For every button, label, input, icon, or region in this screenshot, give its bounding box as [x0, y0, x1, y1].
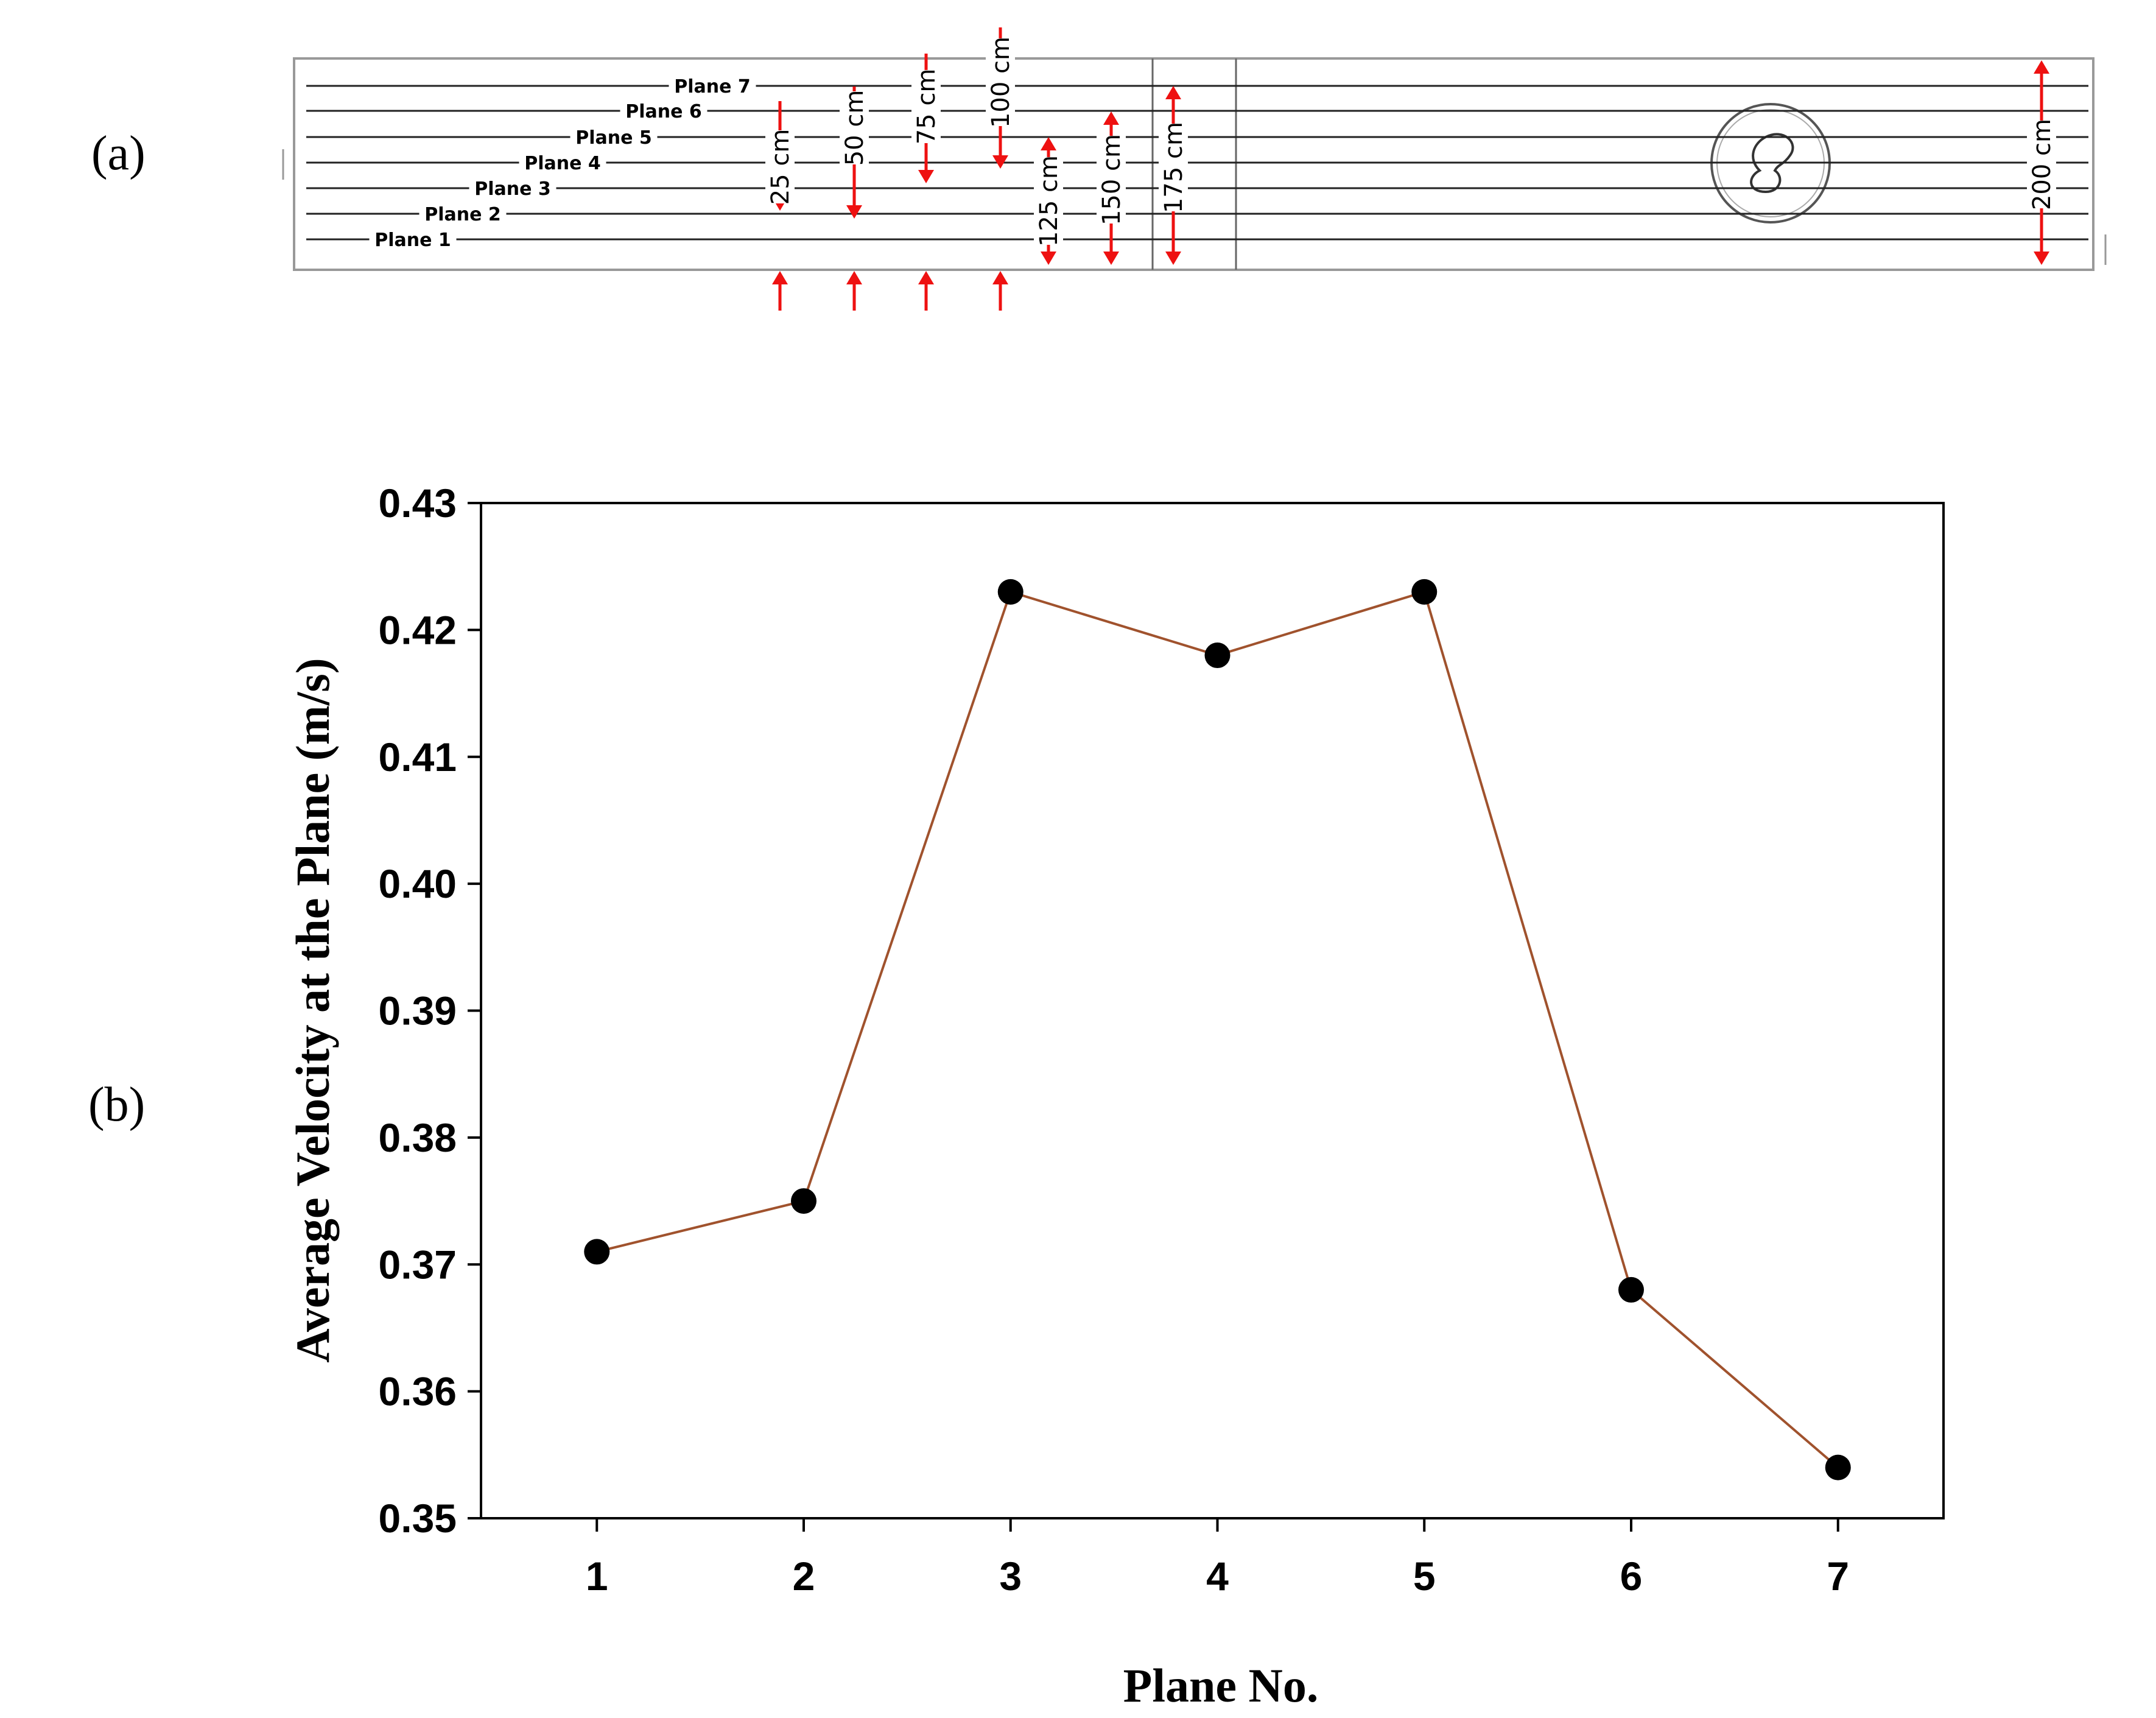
x-axis-title: Plane No.	[1123, 1659, 1319, 1712]
y-axis-title: Average Velocity at the Plane (m/s)	[286, 658, 339, 1362]
distance-label-200: 200 cm	[2028, 119, 2056, 210]
y-tick-label: 0.37	[379, 1242, 457, 1287]
y-tick-label: 0.42	[379, 607, 457, 652]
x-tick-label: 2	[793, 1554, 815, 1599]
arrow-head-down	[918, 170, 934, 183]
arrow-head-up	[846, 271, 862, 284]
distance-label-bg	[986, 38, 1015, 126]
plane-label-6: Plane 6	[625, 101, 702, 122]
distance-label-25: 25 cm	[767, 129, 795, 205]
y-tick-label: 0.35	[379, 1496, 457, 1541]
x-tick-label: 6	[1620, 1554, 1643, 1599]
panel-a-label: (a)	[91, 127, 146, 180]
data-point-plane-1	[584, 1239, 610, 1265]
distance-marker-125: 125 cm	[1034, 137, 1063, 265]
distance-label-bg	[2027, 121, 2056, 208]
distance-label-bg	[1097, 136, 1126, 224]
x-tick-label: 3	[999, 1554, 1022, 1599]
plane-label-2: Plane 2	[424, 204, 501, 225]
distance-label-150: 150 cm	[1098, 134, 1126, 225]
y-tick-label: 0.43	[379, 481, 457, 526]
data-series	[584, 579, 1851, 1480]
plane-label-4: Plane 4	[524, 153, 601, 174]
distance-label-75: 75 cm	[913, 69, 941, 145]
distance-label-bg	[1159, 124, 1188, 211]
arrow-head-up	[772, 271, 788, 284]
distance-markers: 25 cm 50 cm 75 cm 100 cm 125 cm 150 cm 175 cm 2…	[765, 27, 2056, 311]
distance-marker-25: 25 cm	[765, 101, 795, 311]
plane-label-bg	[669, 75, 756, 96]
arrow-head-up	[1041, 137, 1056, 150]
x-tick-label: 7	[1827, 1554, 1849, 1599]
propeller-blade-icon	[1750, 133, 1794, 194]
data-point-plane-6	[1618, 1276, 1644, 1303]
tank-outline	[293, 57, 2095, 271]
distance-label-100: 100 cm	[987, 37, 1015, 128]
distance-label-175: 175 cm	[1160, 122, 1188, 213]
distance-label-bg	[911, 70, 941, 143]
arrow-head-up	[918, 271, 934, 284]
distance-label-bg	[840, 91, 869, 164]
arrow-head-down	[992, 155, 1008, 169]
y-tick-label: 0.36	[379, 1369, 457, 1414]
distance-marker-75: 75 cm	[911, 54, 941, 311]
series-line	[596, 590, 1839, 1469]
arrow-head-down	[2034, 252, 2049, 265]
plane-label-bg	[369, 228, 457, 249]
arrow-head-down	[1103, 252, 1119, 265]
distance-label-bg	[1034, 157, 1063, 245]
plane-label-bg	[469, 177, 557, 198]
y-tick-label: 0.39	[379, 988, 457, 1033]
y-tick-label: 0.40	[379, 861, 457, 906]
data-point-plane-7	[1825, 1454, 1851, 1480]
plane-lines: Plane 1 Plane 2 Plane 3 Plane 4 Plane 5 Plane…	[306, 75, 2088, 251]
plane-label-bg	[570, 126, 658, 147]
y-axis: 0.35 0.36 0.37 0.38 0.39 0.40 0.41 0.42 0.43	[379, 481, 481, 1541]
plane-label-bg	[620, 100, 708, 121]
distance-marker-100: 100 cm	[986, 27, 1015, 311]
panel-b-label: (b)	[88, 1078, 145, 1132]
panel-b-chart: (b) 0.35 0.36 0.37 0.38 0.39 0.40 0.41 0.42 0.43…	[88, 481, 1945, 1712]
plane-label-3: Plane 3	[474, 178, 551, 200]
data-point-plane-2	[791, 1188, 817, 1214]
data-point-plane-5	[1411, 579, 1438, 605]
distance-marker-50: 50 cm	[840, 86, 869, 311]
arrow-head-down	[1165, 252, 1181, 265]
plane-label-5: Plane 5	[575, 127, 652, 149]
plane-label-1: Plane 1	[374, 230, 451, 251]
x-tick-label: 1	[586, 1554, 608, 1599]
data-point-plane-4	[1204, 642, 1231, 669]
data-point-plane-3	[997, 579, 1024, 605]
distance-marker-175: 175 cm	[1159, 86, 1188, 265]
arrow-head-up	[1103, 111, 1119, 125]
y-tick-label: 0.38	[379, 1115, 457, 1160]
arrow-head-up	[2034, 60, 2049, 74]
x-tick-label: 5	[1413, 1554, 1436, 1599]
y-tick-label: 0.41	[379, 734, 457, 780]
x-axis: 1 2 3 4 5 6 7	[586, 1518, 1849, 1599]
distance-label-125: 125 cm	[1035, 155, 1063, 247]
distance-label-bg	[765, 130, 795, 203]
x-tick-label: 4	[1206, 1554, 1229, 1599]
plane-label-7: Plane 7	[674, 76, 751, 97]
arrow-head-up	[1165, 86, 1181, 99]
plane-label-bg	[519, 152, 606, 172]
distance-marker-200: 200 cm	[2027, 60, 2056, 265]
arrow-head-down	[846, 205, 862, 219]
arrow-head-up	[992, 271, 1008, 284]
distance-marker-150: 150 cm	[1097, 111, 1126, 265]
arrow-head-down	[1041, 252, 1056, 265]
plane-label-bg	[419, 203, 507, 224]
distance-label-50: 50 cm	[841, 90, 869, 166]
